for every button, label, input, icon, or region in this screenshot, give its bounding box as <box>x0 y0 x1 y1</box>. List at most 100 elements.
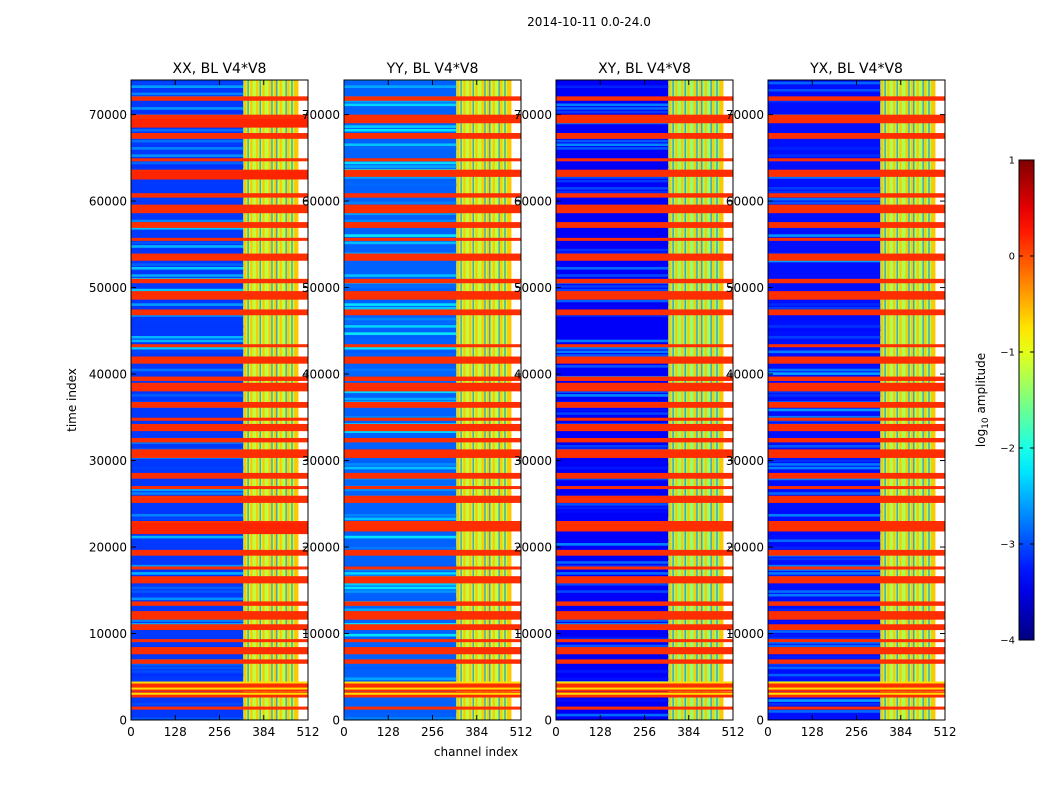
heatmap-cell <box>931 80 934 720</box>
heatmap-cell <box>131 472 308 479</box>
heatmap-cell <box>131 597 244 601</box>
heatmap-cell <box>768 356 945 364</box>
heatmap-cell <box>556 655 669 659</box>
x-tick-label: 256 <box>633 725 656 739</box>
heatmap-cell <box>556 503 669 506</box>
heatmap-cell <box>916 80 919 720</box>
heatmap-cell <box>884 80 886 720</box>
heatmap-cell <box>344 303 457 306</box>
heatmap-cell <box>768 154 881 157</box>
heatmap-cell <box>687 80 690 720</box>
heatmap-cell <box>131 154 244 157</box>
heatmap-cell <box>131 128 244 132</box>
heatmap-cell <box>131 687 308 690</box>
y-tick-label: 20000 <box>302 541 340 555</box>
heatmap-cell <box>768 390 881 394</box>
heatmap-cell <box>556 539 669 543</box>
heatmap-cell <box>344 85 457 88</box>
heatmap-cell <box>460 80 462 720</box>
heatmap-cell <box>556 477 669 481</box>
y-tick-label: 20000 <box>726 541 764 555</box>
heatmap-cell <box>131 601 308 606</box>
heatmap-cell <box>556 401 733 408</box>
heatmap-cell <box>344 532 457 535</box>
heatmap-cell <box>556 303 669 306</box>
y-tick-label: 10000 <box>302 627 340 641</box>
heatmap-cell <box>556 495 733 503</box>
heatmap-cell <box>344 128 457 132</box>
heatmap-cell <box>699 80 702 720</box>
heatmap-cell <box>344 125 457 128</box>
heatmap-cell <box>768 692 945 695</box>
heatmap-cell <box>131 325 244 328</box>
heatmap-cell <box>768 513 881 517</box>
heatmap-cell <box>768 641 881 644</box>
heatmap-cell <box>768 114 945 124</box>
heatmap-cell <box>556 350 669 354</box>
heatmap-cell <box>131 158 308 162</box>
heatmap-cell <box>768 278 945 284</box>
heatmap-cell <box>475 80 478 720</box>
heatmap-cell <box>344 317 457 321</box>
y-tick-label: 0 <box>119 714 127 728</box>
heatmap-cell <box>556 179 669 183</box>
heatmap-cell <box>556 486 733 490</box>
heatmap-cell <box>131 85 244 88</box>
heatmap-cell <box>768 237 945 241</box>
heatmap-cell <box>256 80 259 720</box>
heatmap-cell <box>344 325 457 328</box>
heatmap-cell <box>469 80 472 720</box>
heatmap-cell <box>131 549 308 556</box>
heatmap-cell <box>768 590 881 593</box>
heatmap-cell <box>344 222 521 228</box>
heatmap-cell <box>131 423 308 432</box>
heatmap-cell <box>131 248 244 252</box>
heatmap-cell <box>344 96 521 101</box>
heatmap-cell <box>131 670 244 673</box>
heatmap-cell <box>344 597 457 601</box>
heatmap-cell <box>344 486 521 490</box>
heatmap-cell <box>922 80 924 720</box>
heatmap-cell <box>344 681 521 684</box>
heatmap-cell <box>768 259 881 263</box>
heatmap-cell <box>344 161 457 165</box>
heatmap-cell <box>271 80 273 720</box>
heatmap-cell <box>344 466 457 470</box>
heatmap-cell <box>556 176 669 179</box>
heatmap-cell <box>556 394 669 397</box>
heatmap-cell <box>344 423 521 432</box>
heatmap-cell <box>556 644 669 648</box>
heatmap-cell <box>556 566 733 570</box>
heatmap-cell <box>556 263 669 266</box>
heatmap-cell <box>768 639 945 643</box>
heatmap-cell <box>344 278 521 284</box>
heatmap-cell <box>344 604 457 608</box>
heatmap-cell <box>710 80 712 720</box>
heatmap-image <box>556 80 733 720</box>
heatmap-cell <box>556 713 669 717</box>
heatmap-cell <box>556 165 669 168</box>
heatmap-cell <box>344 372 457 375</box>
heatmap-cell <box>131 133 308 139</box>
heatmap-cell <box>768 472 945 479</box>
heatmap-cell <box>684 80 686 720</box>
heatmap-cell <box>556 662 669 666</box>
heatmap-cell <box>131 368 244 372</box>
heatmap-cell <box>556 356 733 364</box>
heatmap-cell <box>344 193 521 198</box>
heatmap-cell <box>131 647 308 655</box>
heatmap-cell <box>768 423 945 432</box>
y-tick-label: 60000 <box>89 195 127 209</box>
heatmap-cell <box>344 219 457 223</box>
heatmap-cell <box>504 80 506 720</box>
heatmap-cell <box>556 637 669 641</box>
heatmap-cell <box>556 158 733 162</box>
heatmap-cell <box>768 557 881 561</box>
heatmap-cell <box>131 624 308 631</box>
panel-title: XX, BL V4*V8 <box>173 61 267 77</box>
heatmap-cell <box>131 336 244 339</box>
y-tick-label: 60000 <box>302 195 340 209</box>
heatmap-cell <box>344 103 457 107</box>
heatmap-cell <box>344 382 521 392</box>
heatmap-cell <box>344 682 521 692</box>
